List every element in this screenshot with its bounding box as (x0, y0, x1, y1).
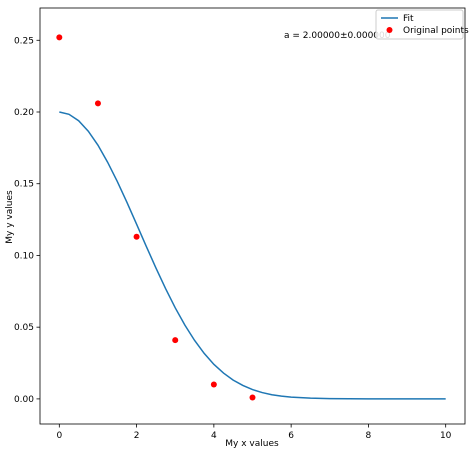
y-tick-label: 0.20 (14, 108, 34, 118)
y-tick-label: 0.00 (14, 395, 34, 405)
legend-points-swatch (386, 27, 393, 33)
original-point (210, 381, 217, 388)
x-axis-ticks: 0 2 4 6 8 10 (56, 424, 452, 441)
y-tick-label: 0.15 (14, 180, 34, 190)
original-point (172, 337, 179, 344)
y-axis-ticks: 0.00 0.05 0.10 0.15 0.20 0.25 (14, 36, 40, 405)
y-tick-label: 0.05 (14, 323, 34, 333)
y-tick-label: 0.25 (14, 36, 34, 46)
x-tick-label: 8 (366, 431, 372, 441)
x-tick-label: 4 (211, 431, 217, 441)
fit-annotation: a = 2.00000±0.000000 (284, 31, 391, 41)
original-point (249, 394, 256, 401)
fit-line (59, 111, 446, 400)
x-tick-label: 0 (56, 431, 62, 441)
x-tick-label: 10 (440, 431, 452, 441)
y-tick-label: 0.10 (14, 251, 34, 261)
original-point (133, 233, 140, 240)
legend-fit-label: Fit (403, 14, 414, 24)
original-point (56, 34, 63, 41)
x-tick-label: 6 (288, 431, 294, 441)
legend-points-label: Original points (403, 26, 469, 36)
legend: Fit Original points (375, 9, 469, 40)
x-tick-label: 2 (134, 431, 140, 441)
y-axis-label: My y values (5, 190, 15, 244)
plot-area (39, 7, 466, 425)
x-axis-label: My x values (225, 439, 279, 449)
plot-frame (39, 7, 466, 425)
original-point (94, 100, 101, 107)
